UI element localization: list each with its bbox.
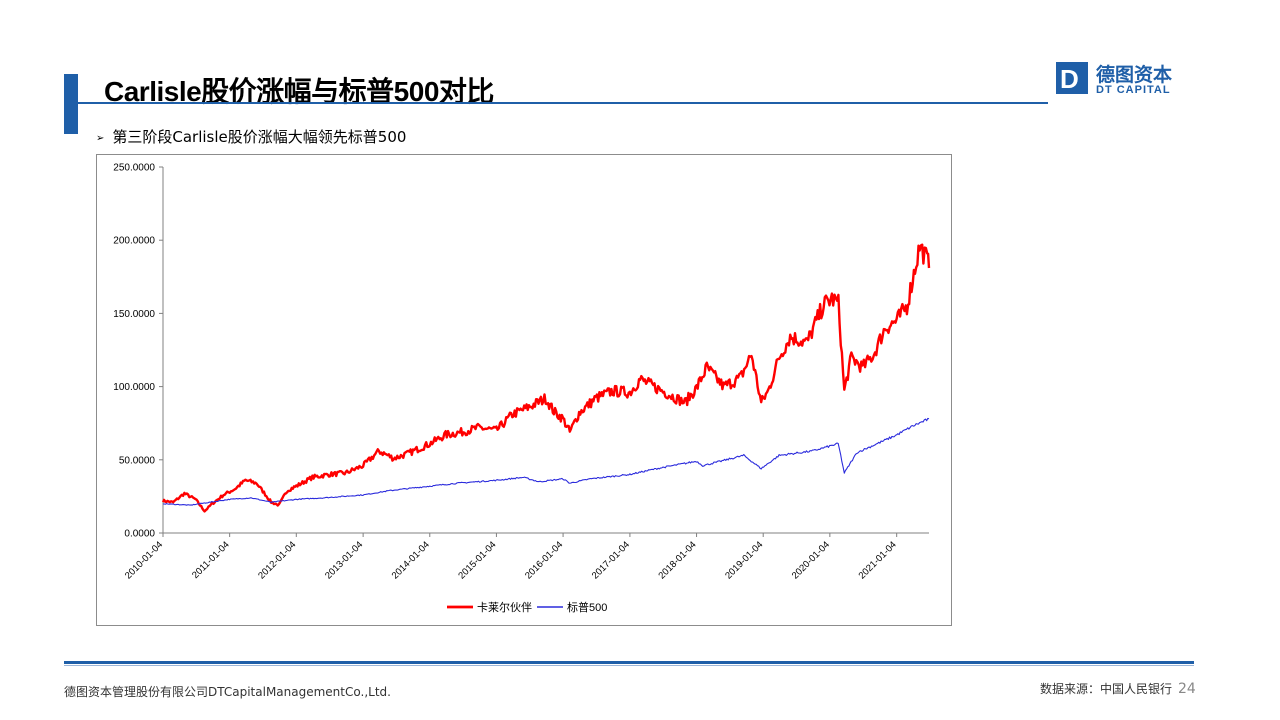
y-tick-label: 0.0000 — [124, 529, 155, 540]
title-underline — [78, 102, 1048, 104]
logo-name-cn: 德图资本 — [1096, 64, 1173, 86]
x-tick-label: 2013-01-04 — [323, 539, 365, 581]
logo-mark: D — [1056, 62, 1088, 94]
data-source: 数据来源：中国人民银行 — [1040, 682, 1173, 696]
series-line-carlisle — [161, 243, 931, 513]
y-tick-label: 50.0000 — [119, 455, 156, 466]
y-tick-label: 100.0000 — [113, 382, 155, 393]
x-tick-label: 2015-01-04 — [456, 539, 498, 581]
footer-rule-thin — [64, 665, 1194, 666]
x-tick-label: 2012-01-04 — [256, 539, 298, 581]
x-tick-label: 2017-01-04 — [590, 539, 632, 581]
legend-label-carlisle: 卡莱尔伙伴 — [477, 601, 532, 614]
x-tick-label: 2014-01-04 — [390, 539, 432, 581]
logo-name-en: DT CAPITAL — [1096, 84, 1171, 96]
series-line-sp500 — [163, 417, 930, 506]
page-title: Carlisle股价涨幅与标普500对比 — [104, 76, 494, 107]
x-tick-label: 2016-01-04 — [523, 539, 565, 581]
footer-company: 德图资本管理股份有限公司DTCapitalManagementCo.,Ltd. — [64, 685, 391, 699]
x-tick-label: 2010-01-04 — [123, 539, 165, 581]
page-number: 24 — [1178, 681, 1196, 697]
x-tick-label: 2018-01-04 — [657, 539, 699, 581]
arrow-bullet-icon: ➢ — [96, 133, 105, 144]
logo-mark-letter: D — [1060, 64, 1079, 94]
y-tick-label: 200.0000 — [113, 236, 155, 247]
x-tick-label: 2020-01-04 — [790, 539, 832, 581]
line-chart: 0.0000 50.0000 100.0000 150.0000 200.0000 250… — [113, 163, 931, 614]
footer-source: 数据来源：中国人民银行 24 — [1040, 680, 1196, 697]
x-tick-label: 2021-01-04 — [857, 539, 899, 581]
chart-frame: 0.0000 50.0000 100.0000 150.0000 200.0000 250… — [96, 154, 952, 626]
y-tick-label: 250.0000 — [113, 163, 155, 174]
x-tick-label: 2019-01-04 — [723, 539, 765, 581]
title-accent-bar — [64, 74, 78, 134]
legend-label-sp500: 标普500 — [567, 600, 607, 614]
subtitle-text: 第三阶段Carlisle股价涨幅大幅领先标普500 — [112, 128, 407, 146]
footer-rule — [64, 661, 1194, 664]
slide-subtitle: ➢ 第三阶段Carlisle股价涨幅大幅领先标普500 — [96, 126, 406, 147]
x-tick-label: 2011-01-04 — [190, 539, 232, 581]
dt-capital-logo: D 德图资本 DT CAPITAL — [1056, 62, 1186, 98]
y-tick-label: 150.0000 — [113, 309, 155, 320]
